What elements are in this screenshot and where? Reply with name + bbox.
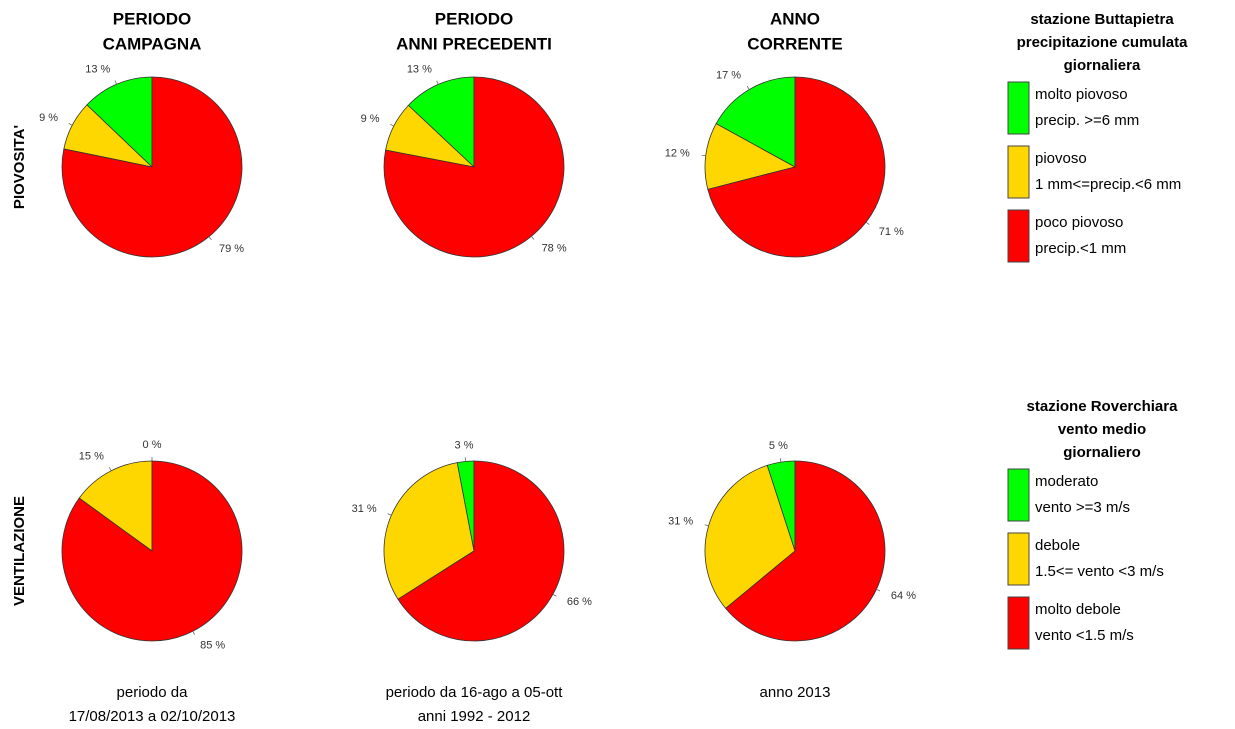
label-leader (865, 221, 870, 225)
legend-label: debole (1035, 537, 1080, 554)
legend-swatch (1007, 81, 1030, 135)
legend-label: vento >=3 m/s (1035, 499, 1130, 516)
legend-label: 1.5<= vento <3 m/s (1035, 563, 1164, 580)
value-label: 3 % (455, 439, 474, 451)
value-label: 9 % (39, 112, 58, 124)
label-leader (701, 154, 706, 157)
pie-slice (704, 464, 796, 609)
legend-label: molto debole (1035, 601, 1121, 618)
label-leader (746, 85, 750, 90)
pie-slice (78, 460, 153, 552)
legend-swatch (1007, 209, 1030, 263)
label-leader (436, 80, 439, 85)
value-label: 9 % (361, 113, 380, 125)
footer: periodo da (117, 684, 189, 701)
column-title: PERIODO (113, 9, 191, 28)
value-label: 71 % (879, 226, 904, 238)
column-title: ANNI PRECEDENTI (396, 34, 552, 53)
pie-slice (397, 460, 565, 642)
label-leader (531, 236, 535, 240)
legend-label: precip.<1 mm (1035, 240, 1126, 257)
footer: anni 1992 - 2012 (418, 708, 531, 725)
label-leader (876, 588, 881, 592)
legend-title: stazione Roverchiara (1027, 398, 1179, 415)
pie-slice (707, 76, 886, 258)
label-leader (208, 236, 212, 241)
value-label: 31 % (668, 515, 693, 527)
legend-label: precip. >=6 mm (1035, 112, 1139, 129)
value-label: 13 % (407, 64, 432, 76)
label-leader (114, 80, 117, 85)
legend-label: vento <1.5 m/s (1035, 627, 1134, 644)
label-leader (108, 467, 112, 471)
label-leader (390, 123, 394, 127)
pie-slice (61, 460, 243, 642)
value-label: 85 % (200, 639, 225, 651)
pie-slice (383, 76, 565, 258)
value-label: 5 % (769, 440, 788, 452)
pie-slice (715, 76, 796, 168)
label-leader (552, 594, 557, 597)
legend-swatch (1007, 532, 1030, 586)
value-label: 13 % (85, 63, 110, 75)
column-title: ANNO (770, 9, 820, 28)
label-leader (68, 123, 73, 126)
value-label: 12 % (665, 148, 690, 160)
legend-swatch (1007, 145, 1030, 199)
legend-title: giornaliera (1064, 57, 1141, 74)
pie-slice (61, 76, 243, 258)
value-label: 66 % (567, 596, 592, 608)
footer: anno 2013 (760, 684, 831, 701)
value-label: 78 % (542, 243, 567, 255)
column-title: PERIODO (435, 9, 513, 28)
legend-label: piovoso (1035, 150, 1087, 167)
legend-title: giornaliero (1063, 444, 1141, 461)
pie-slice (704, 123, 797, 190)
legend-label: 1 mm<=precip.<6 mm (1035, 176, 1181, 193)
pie-slice (407, 76, 475, 168)
legend-title: precipitazione cumulata (1017, 34, 1189, 51)
value-label: 0 % (143, 439, 162, 451)
value-label: 15 % (79, 450, 104, 462)
legend-title: vento medio (1058, 421, 1146, 438)
column-title: CAMPAGNA (103, 34, 202, 53)
label-leader (192, 631, 196, 635)
column-title: CORRENTE (747, 34, 842, 53)
label-leader (779, 458, 782, 463)
value-label: 31 % (352, 503, 377, 515)
value-label: 79 % (219, 243, 244, 255)
value-label: 17 % (716, 70, 741, 82)
legend-label: molto piovoso (1035, 86, 1128, 103)
label-leader (387, 513, 392, 516)
row-label: VENTILAZIONE (11, 496, 28, 606)
row-label: PIOVOSITA' (11, 125, 28, 209)
footer: 17/08/2013 a 02/10/2013 (69, 708, 236, 725)
label-leader (704, 524, 709, 527)
footer: periodo da 16-ago a 05-ott (386, 684, 564, 701)
legend-label: poco piovoso (1035, 214, 1123, 231)
legend-title: stazione Buttapietra (1030, 11, 1174, 28)
value-label: 64 % (891, 590, 916, 602)
legend-label: moderato (1035, 473, 1098, 490)
legend-swatch (1007, 468, 1030, 522)
legend-swatch (1007, 596, 1030, 650)
